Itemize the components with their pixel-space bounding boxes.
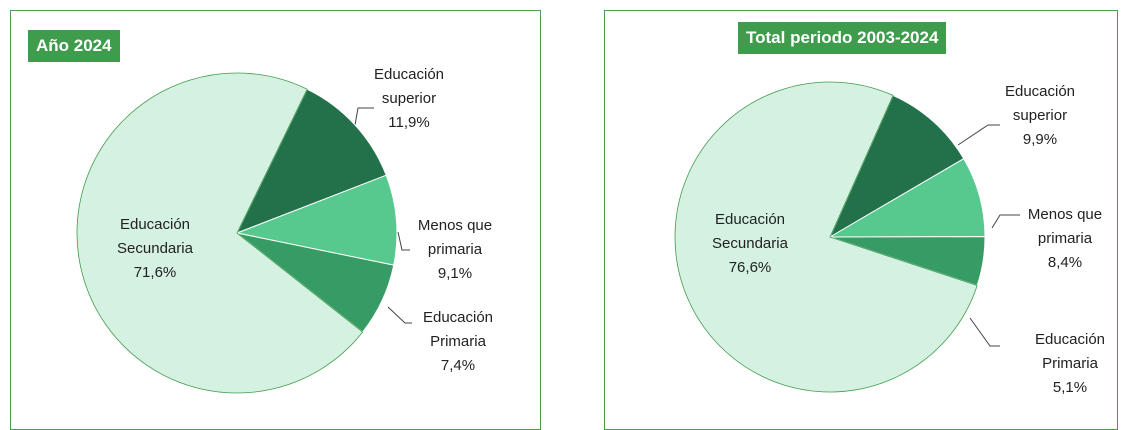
leader-line [354,107,374,126]
category-label: Educación superior [373,66,445,107]
value-label: 9,9% [1022,131,1058,148]
leader-line [991,214,1020,229]
leader-line [969,317,1000,347]
slice-label: Educación Primaria 7,4% [403,306,513,378]
leader-line [387,306,412,324]
value-label: 7,4% [440,357,476,374]
category-label: Educación superior [1004,83,1076,124]
pie-slice [235,88,387,234]
slice-label: Educación Primaria 5,1% [1015,328,1125,400]
value-label: 8,4% [1047,254,1083,271]
value-label: 76,6% [728,259,772,276]
slice-label: Educación superior 11,9% [354,63,464,135]
pies [76,72,1020,394]
slice-label: Educación Secundaria 76,6% [695,208,805,280]
leader-line [957,124,1000,146]
pie-slice [235,174,398,266]
leader-lines [354,107,1020,347]
value-label: 9,1% [437,265,473,282]
value-label: 11,9% [388,114,430,131]
value-label: 5,1% [1052,379,1088,396]
category-label: Educación Secundaria [712,211,788,252]
leader-line [397,231,410,251]
slice-label: Educación superior 9,9% [985,80,1095,152]
slice-label: Educación Secundaria 71,6% [100,213,210,285]
category-label: Educación Primaria [1034,331,1106,372]
pie-slice [76,72,364,394]
slice-label: Menos que primaria 9,1% [400,214,510,286]
value-label: 71,6% [133,264,177,281]
pie-slice [674,81,978,393]
pie-slice [828,94,965,239]
category-label: Educación Primaria [422,309,494,350]
page: (() => { const data = JSON.parse(documen… [10,10,1125,430]
chart-title: Año 2024 [28,30,120,62]
category-label: Educación Secundaria [117,216,193,257]
slice-label: Menos que primaria 8,4% [1010,203,1120,275]
chart-title: Total periodo 2003-2024 [738,22,947,54]
category-label: Menos que primaria [1027,206,1103,247]
category-label: Menos que primaria [417,217,493,258]
